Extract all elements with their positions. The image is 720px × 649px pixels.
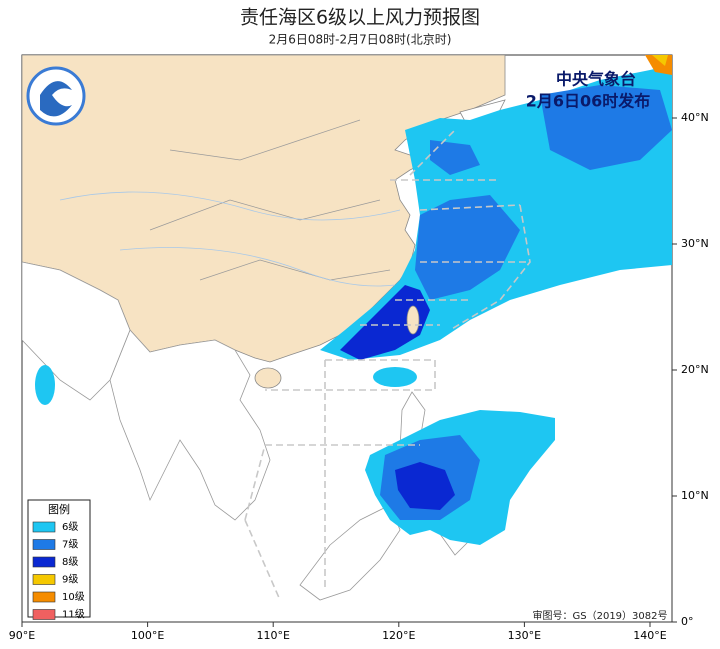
province-borders	[149, 119, 391, 281]
legend-swatch	[32, 556, 56, 568]
legend: 图例 6级 7级 8级 9级 10级 11级	[27, 499, 91, 621]
lon-label: 110°E	[256, 629, 289, 642]
hainan	[254, 367, 282, 389]
legend-swatch	[32, 574, 56, 585]
legend-label: 6级	[62, 521, 78, 533]
lon-label: 90°E	[9, 629, 35, 642]
review-number: 审图号：GS（2019）3082号	[533, 609, 668, 622]
subtitle: 2月6日08时-2月7日08时(北京时)	[269, 33, 452, 47]
logo	[26, 66, 86, 126]
lon-label: 120°E	[382, 629, 415, 642]
legend-label: 11级	[62, 609, 85, 621]
axes: 90°E 100°E 110°E 120°E 130°E 140°E 40°N 30°N 20°…	[9, 111, 709, 642]
legend-swatch	[32, 539, 56, 550]
legend-label: 7级	[62, 539, 78, 551]
taiwan	[406, 305, 420, 335]
map: 中央气象台 2月6日06时发布 图例 6级 7级 8级 9级 10级 11级 审图号：GS…	[21, 54, 673, 623]
wind-area-7	[415, 195, 520, 300]
wind-area-6	[373, 367, 417, 387]
rivers	[59, 191, 401, 287]
indochina	[109, 329, 271, 521]
borneo	[299, 504, 401, 601]
wind-areas	[35, 55, 672, 545]
legend-title: 图例	[48, 502, 70, 516]
legend-label: 8级	[62, 556, 78, 568]
lon-label: 140°E	[633, 629, 666, 642]
legend-swatch	[32, 591, 56, 603]
legend-swatch	[32, 521, 56, 533]
lat-label: 10°N	[681, 489, 709, 502]
lon-label: 100°E	[131, 629, 164, 642]
lat-label: 20°N	[681, 363, 709, 376]
wind-area-7	[430, 140, 480, 175]
lat-label: 40°N	[681, 111, 709, 124]
legend-label: 10级	[62, 591, 85, 603]
wind-area-7	[540, 85, 672, 170]
lat-label: 30°N	[681, 237, 709, 250]
lon-label: 130°E	[508, 629, 541, 642]
wind-area-8	[340, 285, 430, 360]
lat-label: 0°	[681, 615, 694, 628]
issue-time: 2月6日06时发布	[526, 92, 651, 111]
sea-area-lines	[244, 129, 531, 601]
issuer: 中央气象台	[556, 70, 636, 89]
legend-swatch	[32, 609, 56, 620]
wind-area-8	[395, 462, 455, 510]
title: 责任海区6级以上风力预报图	[240, 7, 480, 29]
wind-area-9	[652, 55, 668, 66]
legend-label: 9级	[62, 574, 78, 586]
wind-area-6	[35, 365, 55, 405]
